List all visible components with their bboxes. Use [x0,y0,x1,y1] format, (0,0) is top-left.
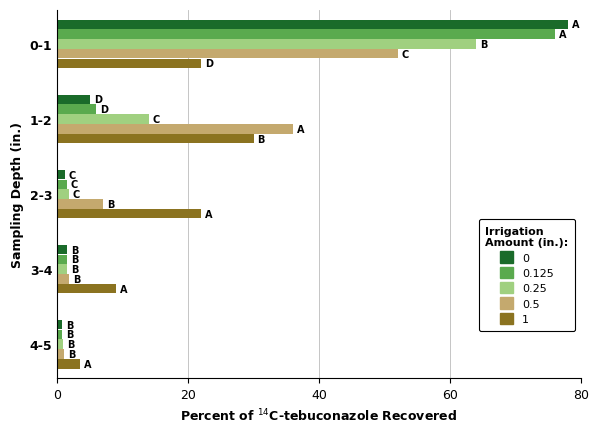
Bar [57,255,67,265]
X-axis label: Percent of $^{14}$C-tebuconazole Recovered: Percent of $^{14}$C-tebuconazole Recover… [181,406,458,423]
Bar [57,340,63,349]
Y-axis label: Sampling Depth (in.): Sampling Depth (in.) [11,122,24,267]
Text: B: B [71,255,78,265]
Text: C: C [153,115,160,125]
Bar [57,125,293,134]
Text: B: B [480,40,487,50]
Bar [57,349,64,359]
Bar [57,115,149,125]
Text: A: A [297,125,304,135]
Text: B: B [68,349,75,359]
Text: D: D [100,105,109,115]
Text: B: B [67,320,74,330]
Text: A: A [120,284,128,294]
Bar [57,59,201,69]
Bar [57,95,90,105]
Bar [57,245,67,255]
Bar [57,359,80,368]
Bar [57,50,398,59]
Bar [57,265,67,274]
Bar [57,320,62,330]
Text: C: C [69,170,76,180]
Text: B: B [107,199,114,209]
Text: A: A [559,30,566,40]
Text: B: B [257,134,265,144]
Text: B: B [71,265,78,275]
Bar [57,209,201,219]
Bar [57,30,555,40]
Text: B: B [71,245,78,255]
Text: D: D [205,59,213,69]
Bar [57,274,69,284]
Bar [57,135,254,144]
Text: B: B [67,330,74,340]
Legend: 0, 0.125, 0.25, 0.5, 1: 0, 0.125, 0.25, 0.5, 1 [479,220,575,331]
Bar [57,180,67,190]
Text: C: C [73,190,80,200]
Text: A: A [84,359,91,369]
Text: D: D [94,95,102,105]
Bar [57,20,568,30]
Text: B: B [73,274,80,284]
Text: A: A [572,20,579,30]
Text: C: C [401,49,409,59]
Bar [57,105,97,115]
Bar [57,190,69,199]
Bar [57,40,476,49]
Text: B: B [67,339,74,349]
Bar [57,171,65,180]
Bar [57,200,103,209]
Text: C: C [71,180,78,190]
Bar [57,330,62,339]
Text: A: A [205,209,212,219]
Bar [57,284,116,294]
